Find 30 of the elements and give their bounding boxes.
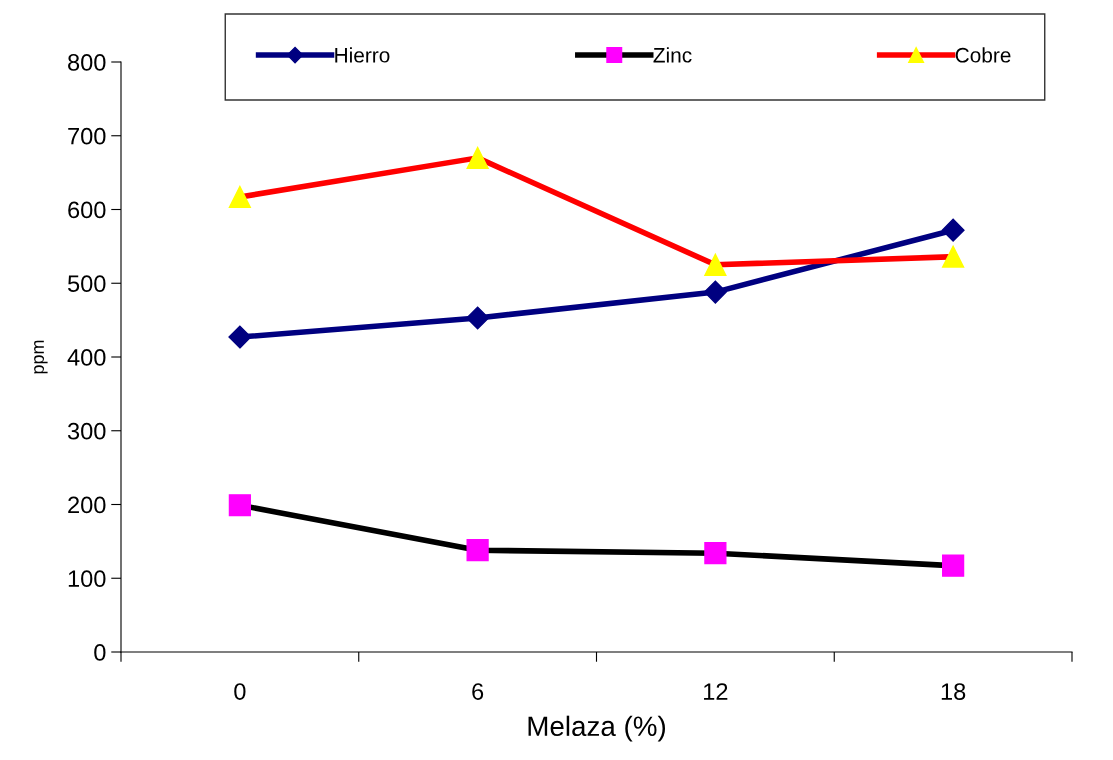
x-axis-title: Melaza (%) [528,715,666,742]
point [941,218,965,242]
legend-label: Hierro [335,47,390,63]
point [703,280,727,304]
y-axis-title: ppm [34,340,48,374]
y-tick-label: 800 [68,54,106,71]
y-tick-label: 500 [67,275,106,293]
point [228,494,251,517]
y-tick-label: 400 [67,349,106,366]
point [466,306,490,330]
x-tick-label: 18 [941,683,966,700]
point [228,185,251,209]
x-tick-label: 12 [704,683,728,700]
y-tick-label: 200 [68,496,106,514]
point [942,554,965,577]
y-tick-label: 100 [68,570,106,588]
point [704,253,727,276]
y-tick-label: 600 [68,201,106,219]
point [228,325,252,349]
legend-label: Cobre [955,47,1011,63]
y-tick-label: 700 [68,127,106,145]
point [942,245,965,268]
x-tick-label: 0 [234,683,246,700]
point [466,146,489,169]
point [704,542,727,565]
y-tick-label: 0 [94,644,106,661]
legend-label: Zinc [653,47,692,63]
y-tick-label: 300 [67,422,106,440]
x-tick-label: 6 [472,683,484,700]
point [466,539,489,562]
